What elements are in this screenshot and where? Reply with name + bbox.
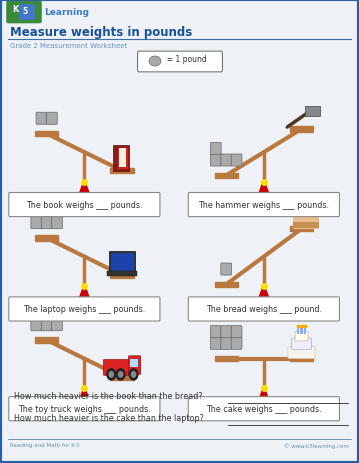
FancyBboxPatch shape (210, 338, 221, 350)
Text: How much heavier is the cake than the laptop?: How much heavier is the cake than the la… (14, 413, 204, 422)
Ellipse shape (149, 57, 161, 67)
Text: © www.k5learning.com: © www.k5learning.com (284, 442, 349, 448)
FancyBboxPatch shape (300, 327, 303, 334)
FancyBboxPatch shape (107, 272, 137, 276)
FancyBboxPatch shape (210, 155, 221, 167)
Text: The bread weighs ___ pound.: The bread weighs ___ pound. (206, 305, 322, 314)
Text: The toy truck weighs ___ pounds.: The toy truck weighs ___ pounds. (18, 404, 151, 413)
Text: K: K (12, 5, 18, 14)
FancyBboxPatch shape (129, 356, 141, 375)
FancyBboxPatch shape (231, 338, 242, 350)
Polygon shape (75, 387, 94, 412)
FancyBboxPatch shape (293, 223, 319, 228)
FancyBboxPatch shape (111, 254, 134, 273)
FancyBboxPatch shape (6, 2, 42, 24)
Text: The hammer weighs ___ pounds.: The hammer weighs ___ pounds. (199, 200, 329, 210)
FancyBboxPatch shape (9, 397, 160, 421)
Circle shape (107, 369, 116, 380)
Text: = 1 pound: = 1 pound (162, 55, 207, 64)
FancyBboxPatch shape (210, 326, 221, 338)
Polygon shape (75, 285, 94, 310)
FancyBboxPatch shape (47, 113, 57, 125)
FancyBboxPatch shape (221, 326, 232, 338)
FancyBboxPatch shape (31, 307, 42, 319)
FancyBboxPatch shape (221, 155, 232, 167)
Polygon shape (255, 181, 273, 206)
FancyBboxPatch shape (41, 319, 52, 331)
Polygon shape (215, 356, 238, 362)
FancyBboxPatch shape (31, 217, 42, 229)
Circle shape (109, 372, 113, 377)
FancyBboxPatch shape (41, 307, 52, 319)
FancyBboxPatch shape (52, 319, 62, 331)
Text: The book weighs ___ pounds.: The book weighs ___ pounds. (26, 200, 143, 210)
FancyBboxPatch shape (188, 193, 340, 217)
Circle shape (116, 369, 125, 380)
Text: The laptop weighs ___ pounds.: The laptop weighs ___ pounds. (23, 305, 145, 314)
Polygon shape (215, 282, 238, 288)
FancyBboxPatch shape (103, 360, 134, 375)
Polygon shape (111, 169, 134, 174)
Polygon shape (290, 226, 313, 232)
Polygon shape (215, 173, 238, 179)
FancyBboxPatch shape (113, 146, 129, 171)
FancyBboxPatch shape (52, 217, 62, 229)
FancyBboxPatch shape (297, 327, 299, 334)
FancyBboxPatch shape (221, 263, 232, 275)
Polygon shape (35, 236, 58, 241)
FancyBboxPatch shape (221, 338, 232, 350)
FancyBboxPatch shape (109, 251, 135, 275)
Polygon shape (35, 131, 58, 137)
Polygon shape (255, 285, 273, 310)
Circle shape (118, 372, 123, 377)
Ellipse shape (292, 199, 318, 225)
FancyBboxPatch shape (231, 326, 242, 338)
Text: Reading and Math for K-5: Reading and Math for K-5 (10, 442, 80, 447)
Text: Measure weights in pounds: Measure weights in pounds (10, 26, 192, 39)
FancyBboxPatch shape (9, 193, 160, 217)
FancyBboxPatch shape (31, 319, 42, 331)
FancyBboxPatch shape (304, 327, 306, 334)
FancyBboxPatch shape (305, 106, 320, 117)
Circle shape (131, 372, 136, 377)
Polygon shape (290, 127, 313, 132)
FancyBboxPatch shape (119, 149, 126, 168)
FancyBboxPatch shape (9, 297, 160, 321)
Polygon shape (35, 338, 58, 343)
FancyBboxPatch shape (188, 397, 340, 421)
Text: How much heavier is the book than the bread?: How much heavier is the book than the br… (14, 391, 202, 400)
FancyBboxPatch shape (41, 217, 52, 229)
FancyBboxPatch shape (188, 297, 340, 321)
Polygon shape (75, 181, 94, 206)
FancyBboxPatch shape (117, 148, 128, 169)
Polygon shape (111, 273, 134, 278)
FancyBboxPatch shape (19, 5, 35, 21)
FancyBboxPatch shape (231, 155, 242, 167)
Text: The cake weighs ___ pounds.: The cake weighs ___ pounds. (206, 404, 322, 413)
FancyBboxPatch shape (293, 211, 319, 229)
Circle shape (129, 369, 138, 380)
FancyBboxPatch shape (295, 332, 308, 341)
Polygon shape (255, 387, 273, 412)
FancyBboxPatch shape (36, 113, 47, 125)
Text: Grade 2 Measurement Worksheet: Grade 2 Measurement Worksheet (10, 43, 127, 49)
FancyBboxPatch shape (130, 359, 138, 367)
Polygon shape (111, 375, 134, 380)
Text: Learning: Learning (44, 8, 89, 17)
Text: 5: 5 (22, 7, 27, 16)
FancyBboxPatch shape (292, 338, 312, 350)
Polygon shape (290, 356, 313, 362)
FancyBboxPatch shape (288, 347, 315, 359)
FancyBboxPatch shape (137, 52, 223, 73)
FancyBboxPatch shape (210, 143, 221, 155)
